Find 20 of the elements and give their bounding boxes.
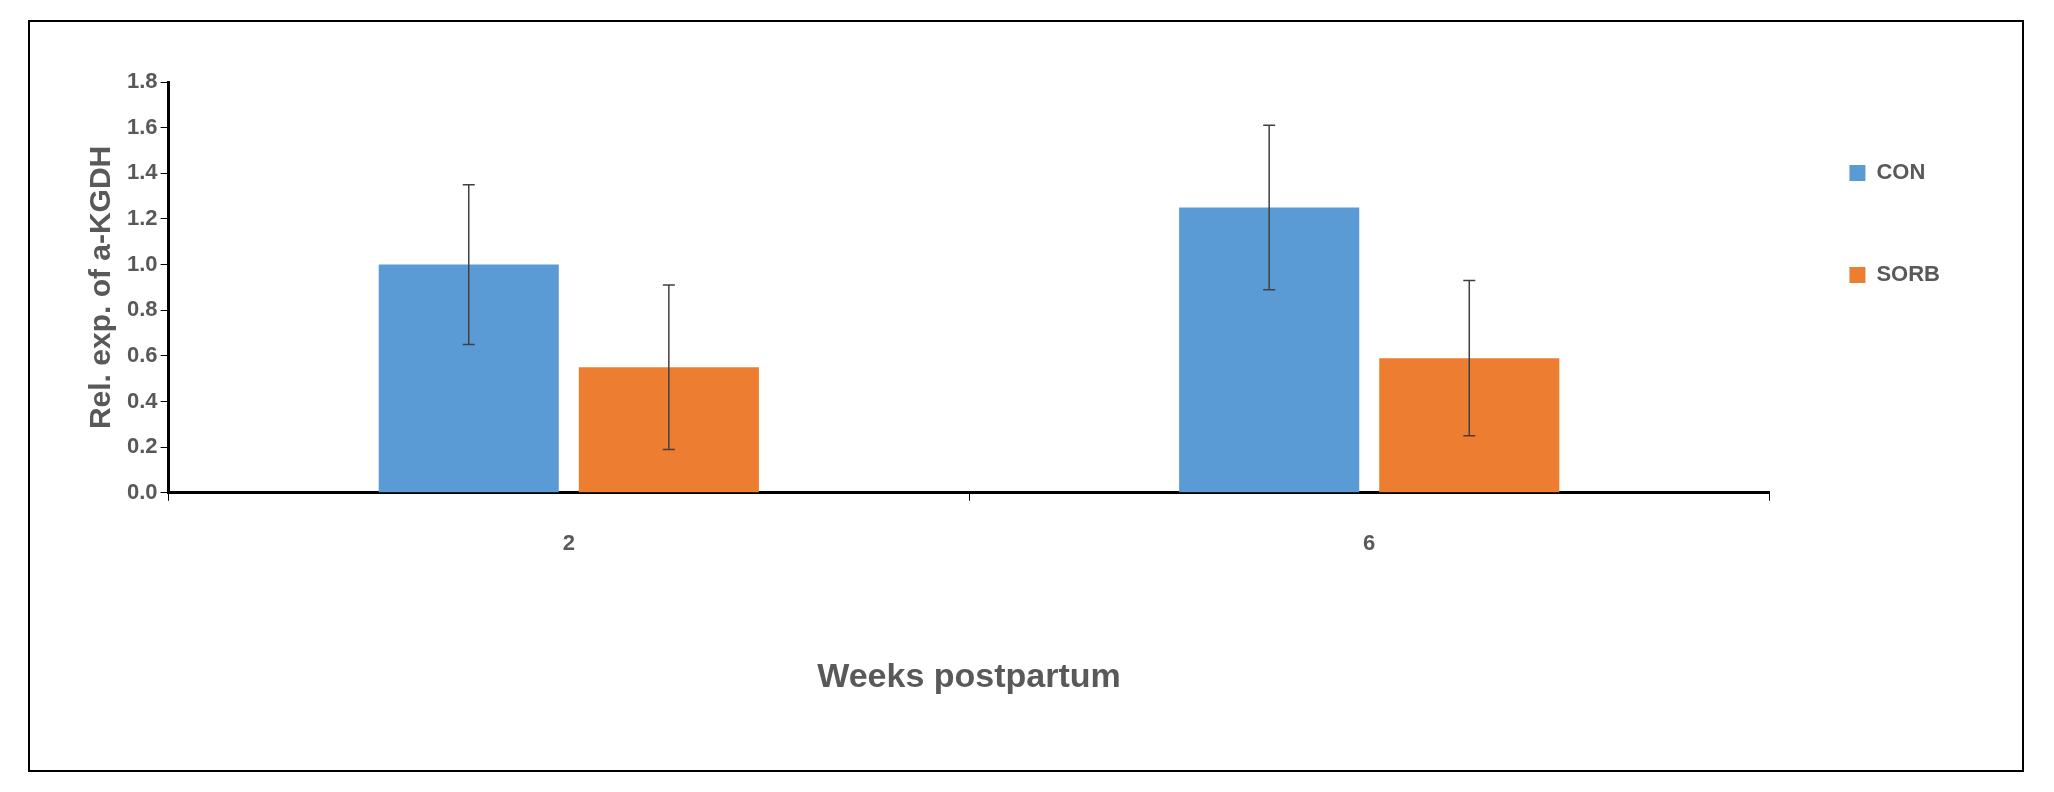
bar: [1179, 207, 1360, 493]
y-tick-label: 0.0: [126, 478, 158, 504]
bar: [1379, 358, 1560, 493]
y-tick-label: 0.8: [126, 296, 158, 322]
y-tick-label: 1.6: [126, 113, 158, 139]
y-tick-label: 1.4: [126, 159, 159, 185]
y-axis-title: Rel. exp. of a-KGDH: [83, 145, 117, 430]
y-tick-label: 0.2: [126, 433, 158, 459]
y-tick-label: 1.8: [126, 68, 158, 94]
bar: [578, 367, 759, 493]
x-tick-label: 2: [562, 530, 575, 556]
x-axis-title: Weeks postpartum: [817, 655, 1121, 694]
x-tick-label: 6: [1363, 530, 1376, 556]
y-tick-label: 0.4: [126, 387, 159, 413]
y-tick-label: 0.6: [126, 341, 158, 367]
legend-label: CON: [1876, 159, 1926, 185]
bar: [378, 264, 559, 493]
legend-label: SORB: [1876, 261, 1940, 287]
y-tick-label: 1.2: [126, 205, 158, 230]
y-tick-label: 1.0: [126, 250, 158, 276]
